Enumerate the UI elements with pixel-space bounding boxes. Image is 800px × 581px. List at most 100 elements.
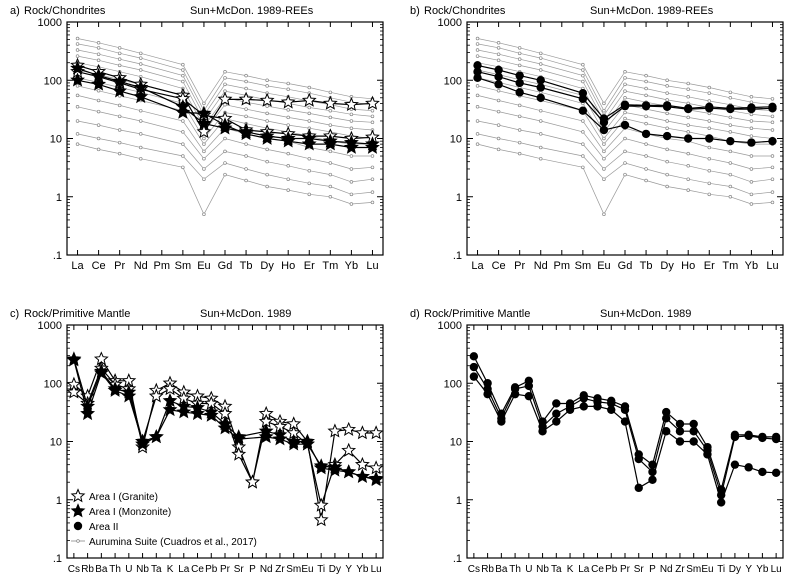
reference-point bbox=[538, 156, 543, 161]
reference-point bbox=[244, 107, 248, 111]
reference-point bbox=[349, 180, 354, 184]
reference-point bbox=[496, 136, 501, 141]
legend-swatch bbox=[70, 488, 86, 503]
panel-b: b) Rock/Chondrites Sun+McDon. 1989-REEs 100… bbox=[410, 5, 784, 272]
data-point bbox=[705, 104, 714, 113]
x-tick-label: Pr bbox=[620, 564, 631, 575]
data-point bbox=[300, 436, 315, 451]
plot-frame bbox=[466, 324, 784, 559]
x-tick-label: Tb bbox=[240, 260, 253, 272]
data-point bbox=[730, 460, 740, 469]
reference-point bbox=[370, 114, 375, 119]
reference-point bbox=[623, 76, 627, 80]
reference-point bbox=[475, 54, 480, 58]
data-point bbox=[245, 474, 260, 489]
reference-point bbox=[686, 87, 690, 92]
data-point bbox=[599, 118, 609, 127]
reference-point bbox=[707, 192, 712, 197]
y-tick-label: .1 bbox=[453, 250, 462, 262]
reference-point bbox=[286, 108, 290, 112]
x-tick-label: Dy bbox=[660, 260, 674, 272]
reference-point bbox=[244, 79, 248, 84]
reference-point bbox=[138, 51, 143, 56]
data-point bbox=[280, 130, 296, 145]
data-point bbox=[593, 402, 602, 411]
data-point bbox=[662, 414, 671, 423]
reference-point bbox=[749, 100, 754, 104]
data-point bbox=[354, 456, 370, 471]
x-tick-label: Pr bbox=[220, 564, 231, 575]
data-point bbox=[66, 384, 82, 399]
reference-point bbox=[644, 93, 648, 98]
panel-label: a) bbox=[10, 5, 20, 17]
reference-point bbox=[581, 73, 585, 78]
data-point bbox=[768, 136, 777, 146]
reference-point bbox=[475, 36, 480, 41]
data-point bbox=[343, 139, 359, 154]
reference-line bbox=[77, 120, 373, 183]
reference-point bbox=[623, 69, 627, 74]
data-point bbox=[689, 427, 698, 436]
reference-point bbox=[286, 188, 290, 192]
reference-point bbox=[728, 195, 733, 199]
reference-point bbox=[202, 177, 206, 181]
panel-d: d) Rock/Primitive Mantle Sun+McDon. 1989 10… bbox=[410, 308, 784, 575]
reference-point bbox=[138, 145, 143, 150]
panel-c: c) Rock/Primitive Mantle Sun+McDon. 1989 10… bbox=[10, 308, 384, 575]
x-tick-label: Er bbox=[304, 260, 315, 272]
reference-point bbox=[475, 48, 480, 52]
reference-point bbox=[686, 151, 690, 156]
reference-point bbox=[707, 126, 712, 130]
x-tick-label: Ce bbox=[191, 564, 204, 575]
reference-point bbox=[623, 136, 627, 141]
x-tick-label: Ta bbox=[151, 564, 162, 575]
x-tick-label: Ba bbox=[495, 564, 508, 575]
series-line bbox=[473, 376, 777, 505]
reference-point bbox=[517, 51, 522, 56]
x-tick-label: Ho bbox=[281, 260, 295, 272]
reference-point bbox=[496, 46, 501, 50]
reference-point bbox=[138, 119, 143, 123]
reference-point bbox=[623, 116, 627, 121]
data-point bbox=[565, 405, 575, 415]
x-tick-label: Pb bbox=[605, 564, 618, 575]
reference-point bbox=[581, 119, 585, 123]
reference-point bbox=[244, 178, 248, 183]
reference-point bbox=[370, 200, 375, 205]
reference-point bbox=[475, 93, 480, 98]
reference-point bbox=[286, 164, 290, 168]
reference-point bbox=[581, 79, 585, 84]
reference-point bbox=[202, 212, 206, 217]
x-tick-label: Gd bbox=[218, 260, 233, 272]
x-tick-label: Sm bbox=[286, 564, 301, 575]
data-point bbox=[620, 120, 630, 130]
reference-point bbox=[728, 172, 733, 177]
data-point bbox=[524, 381, 534, 391]
data-point bbox=[494, 65, 503, 75]
data-point bbox=[112, 73, 128, 88]
reference-point bbox=[96, 58, 101, 63]
reference-point bbox=[770, 190, 775, 194]
reference-point bbox=[538, 132, 543, 136]
data-point bbox=[497, 417, 506, 426]
data-point bbox=[552, 409, 561, 418]
reference-point bbox=[517, 63, 522, 68]
data-point bbox=[301, 130, 317, 145]
reference-point bbox=[117, 114, 122, 119]
reference-point bbox=[517, 57, 522, 61]
data-point bbox=[190, 405, 205, 421]
reference-point bbox=[686, 164, 690, 168]
reference-point bbox=[328, 149, 333, 154]
series-line bbox=[73, 359, 377, 480]
x-tick-label: Dy bbox=[729, 564, 741, 575]
reference-point bbox=[75, 36, 80, 41]
x-tick-label: Cs bbox=[468, 564, 480, 575]
reference-point bbox=[349, 202, 354, 206]
reference-point bbox=[181, 62, 185, 67]
reference-point bbox=[244, 114, 248, 119]
reference-point bbox=[686, 95, 690, 99]
reference-point bbox=[644, 114, 648, 119]
data-point bbox=[341, 464, 357, 479]
reference-point bbox=[728, 90, 733, 95]
reference-point bbox=[728, 96, 733, 100]
